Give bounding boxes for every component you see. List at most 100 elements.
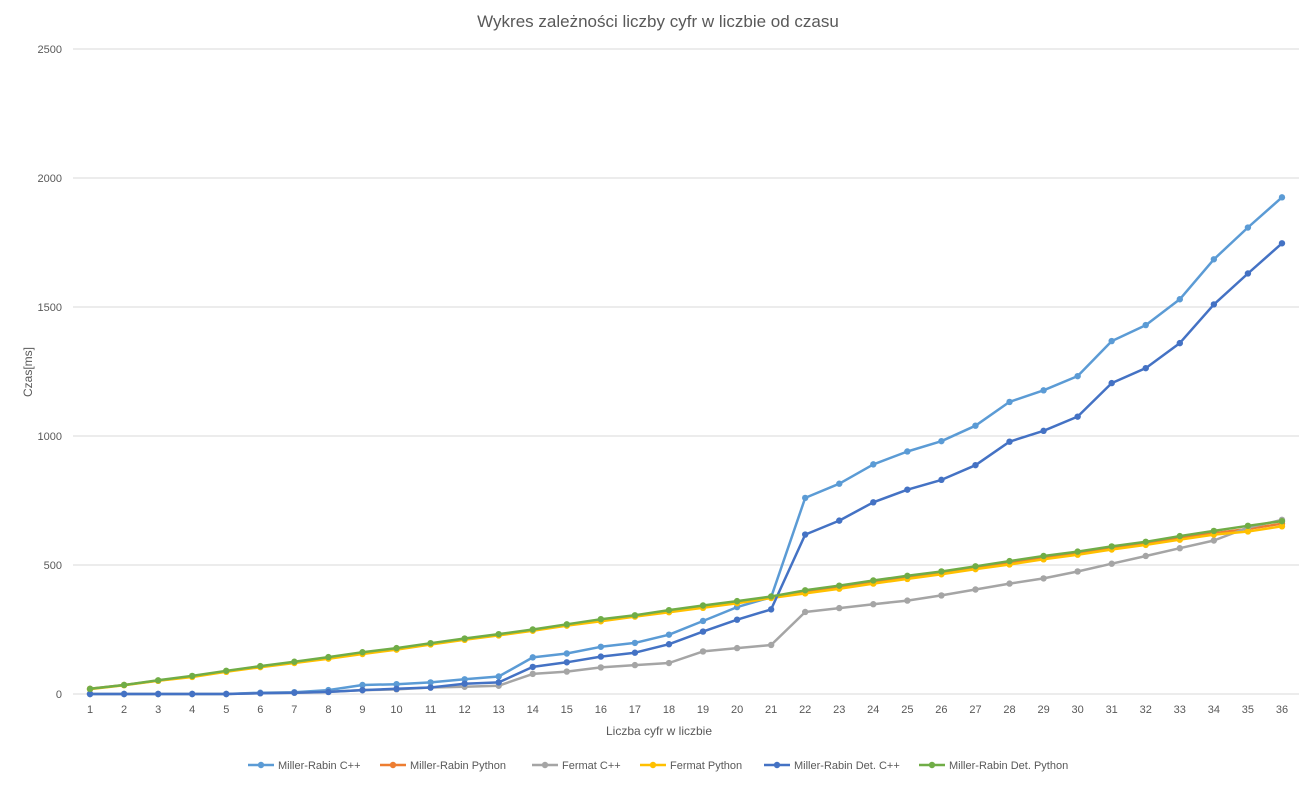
data-point	[972, 563, 979, 570]
x-tick-label: 22	[799, 704, 811, 716]
data-point	[904, 572, 911, 580]
x-tick-label: 24	[867, 704, 879, 716]
data-point	[529, 626, 536, 633]
data-point	[495, 630, 502, 638]
data-point	[972, 461, 979, 469]
legend-marker	[541, 761, 549, 769]
x-tick-label: 34	[1208, 704, 1220, 716]
data-point	[631, 639, 639, 647]
data-point	[836, 604, 843, 612]
data-point	[1210, 301, 1218, 308]
series-line	[90, 242, 1283, 696]
legend-item: Miller-Rabin Python	[380, 760, 506, 772]
series-1	[86, 194, 1286, 698]
x-tick-label: 18	[663, 704, 675, 716]
y-axis-ticks: 0 500 1000 1500 2000 2500	[38, 44, 62, 701]
data-point	[393, 680, 400, 688]
data-point	[359, 681, 366, 689]
x-tick-label: 32	[1140, 704, 1152, 716]
x-tick-label: 19	[697, 704, 709, 716]
data-point	[1040, 427, 1047, 435]
data-point	[1108, 560, 1115, 567]
data-point	[699, 648, 707, 655]
data-point	[801, 608, 809, 616]
data-point	[154, 677, 162, 684]
data-point	[938, 592, 945, 599]
data-point	[699, 602, 707, 609]
x-tick-label: 29	[1037, 704, 1049, 716]
data-point	[461, 680, 468, 687]
x-tick-label: 3	[155, 704, 161, 716]
legend-label: Miller-Rabin C++	[278, 760, 361, 772]
x-tick-label: 25	[901, 704, 913, 716]
data-point	[325, 688, 332, 696]
data-point	[359, 649, 366, 656]
x-tick-label: 9	[359, 704, 365, 716]
x-tick-label: 30	[1072, 704, 1084, 716]
data-point	[120, 681, 128, 689]
x-axis-title: Liczba cyfr w liczbie	[606, 724, 712, 738]
x-tick-label: 8	[325, 704, 331, 716]
data-point	[972, 586, 979, 593]
x-tick-label: 15	[561, 704, 573, 716]
data-point	[495, 679, 502, 686]
data-point	[393, 685, 400, 693]
data-point	[938, 476, 945, 484]
legend-marker	[389, 761, 397, 769]
data-point	[699, 617, 707, 625]
data-point	[188, 690, 196, 698]
data-point	[1108, 543, 1115, 550]
data-point	[1074, 413, 1081, 420]
data-point	[733, 616, 741, 623]
data-point	[1278, 517, 1286, 525]
data-point	[597, 615, 605, 623]
data-point	[427, 679, 434, 686]
legend-item: Miller-Rabin C++	[248, 760, 361, 772]
x-tick-label: 4	[189, 704, 195, 716]
data-point	[188, 672, 196, 680]
series-5	[86, 240, 1286, 698]
data-point	[1278, 240, 1286, 247]
x-tick-label: 28	[1003, 704, 1015, 716]
x-tick-label: 14	[527, 704, 539, 716]
data-point	[359, 686, 366, 694]
data-point	[1244, 528, 1252, 535]
data-point	[495, 673, 502, 680]
data-point	[938, 568, 945, 575]
data-point	[801, 531, 809, 538]
x-tick-label: 27	[969, 704, 981, 716]
x-tick-label: 23	[833, 704, 845, 716]
legend-label: Miller-Rabin Python	[410, 760, 506, 772]
data-point	[1176, 532, 1184, 540]
x-tick-label: 17	[629, 704, 641, 716]
legend-label: Fermat Python	[670, 760, 742, 772]
data-point	[86, 690, 94, 698]
legend-label: Miller-Rabin Det. Python	[949, 760, 1068, 772]
x-tick-label: 10	[390, 704, 402, 716]
chart-title: Wykres zależności liczby cyfr w liczbie …	[477, 12, 839, 31]
data-point	[461, 635, 468, 642]
x-tick-label: 5	[223, 704, 229, 716]
x-tick-label: 31	[1106, 704, 1118, 716]
y-tick-label: 1500	[38, 302, 62, 314]
data-point	[597, 664, 605, 671]
data-point	[1142, 321, 1149, 329]
data-point	[1278, 194, 1286, 201]
x-tick-label: 1	[87, 704, 93, 716]
data-point	[154, 690, 162, 698]
data-point	[870, 601, 877, 608]
data-point	[427, 639, 434, 647]
data-point	[563, 621, 571, 628]
data-point	[1210, 537, 1218, 544]
x-tick-label: 6	[257, 704, 263, 716]
data-point	[1006, 557, 1013, 565]
legend-marker	[649, 761, 657, 769]
legend-marker	[773, 761, 781, 769]
legend-item: Miller-Rabin Det. C++	[764, 760, 900, 772]
series-lines	[86, 194, 1286, 698]
data-point	[1210, 527, 1218, 535]
data-point	[325, 653, 332, 661]
data-point	[257, 662, 264, 670]
x-tick-label: 2	[121, 704, 127, 716]
